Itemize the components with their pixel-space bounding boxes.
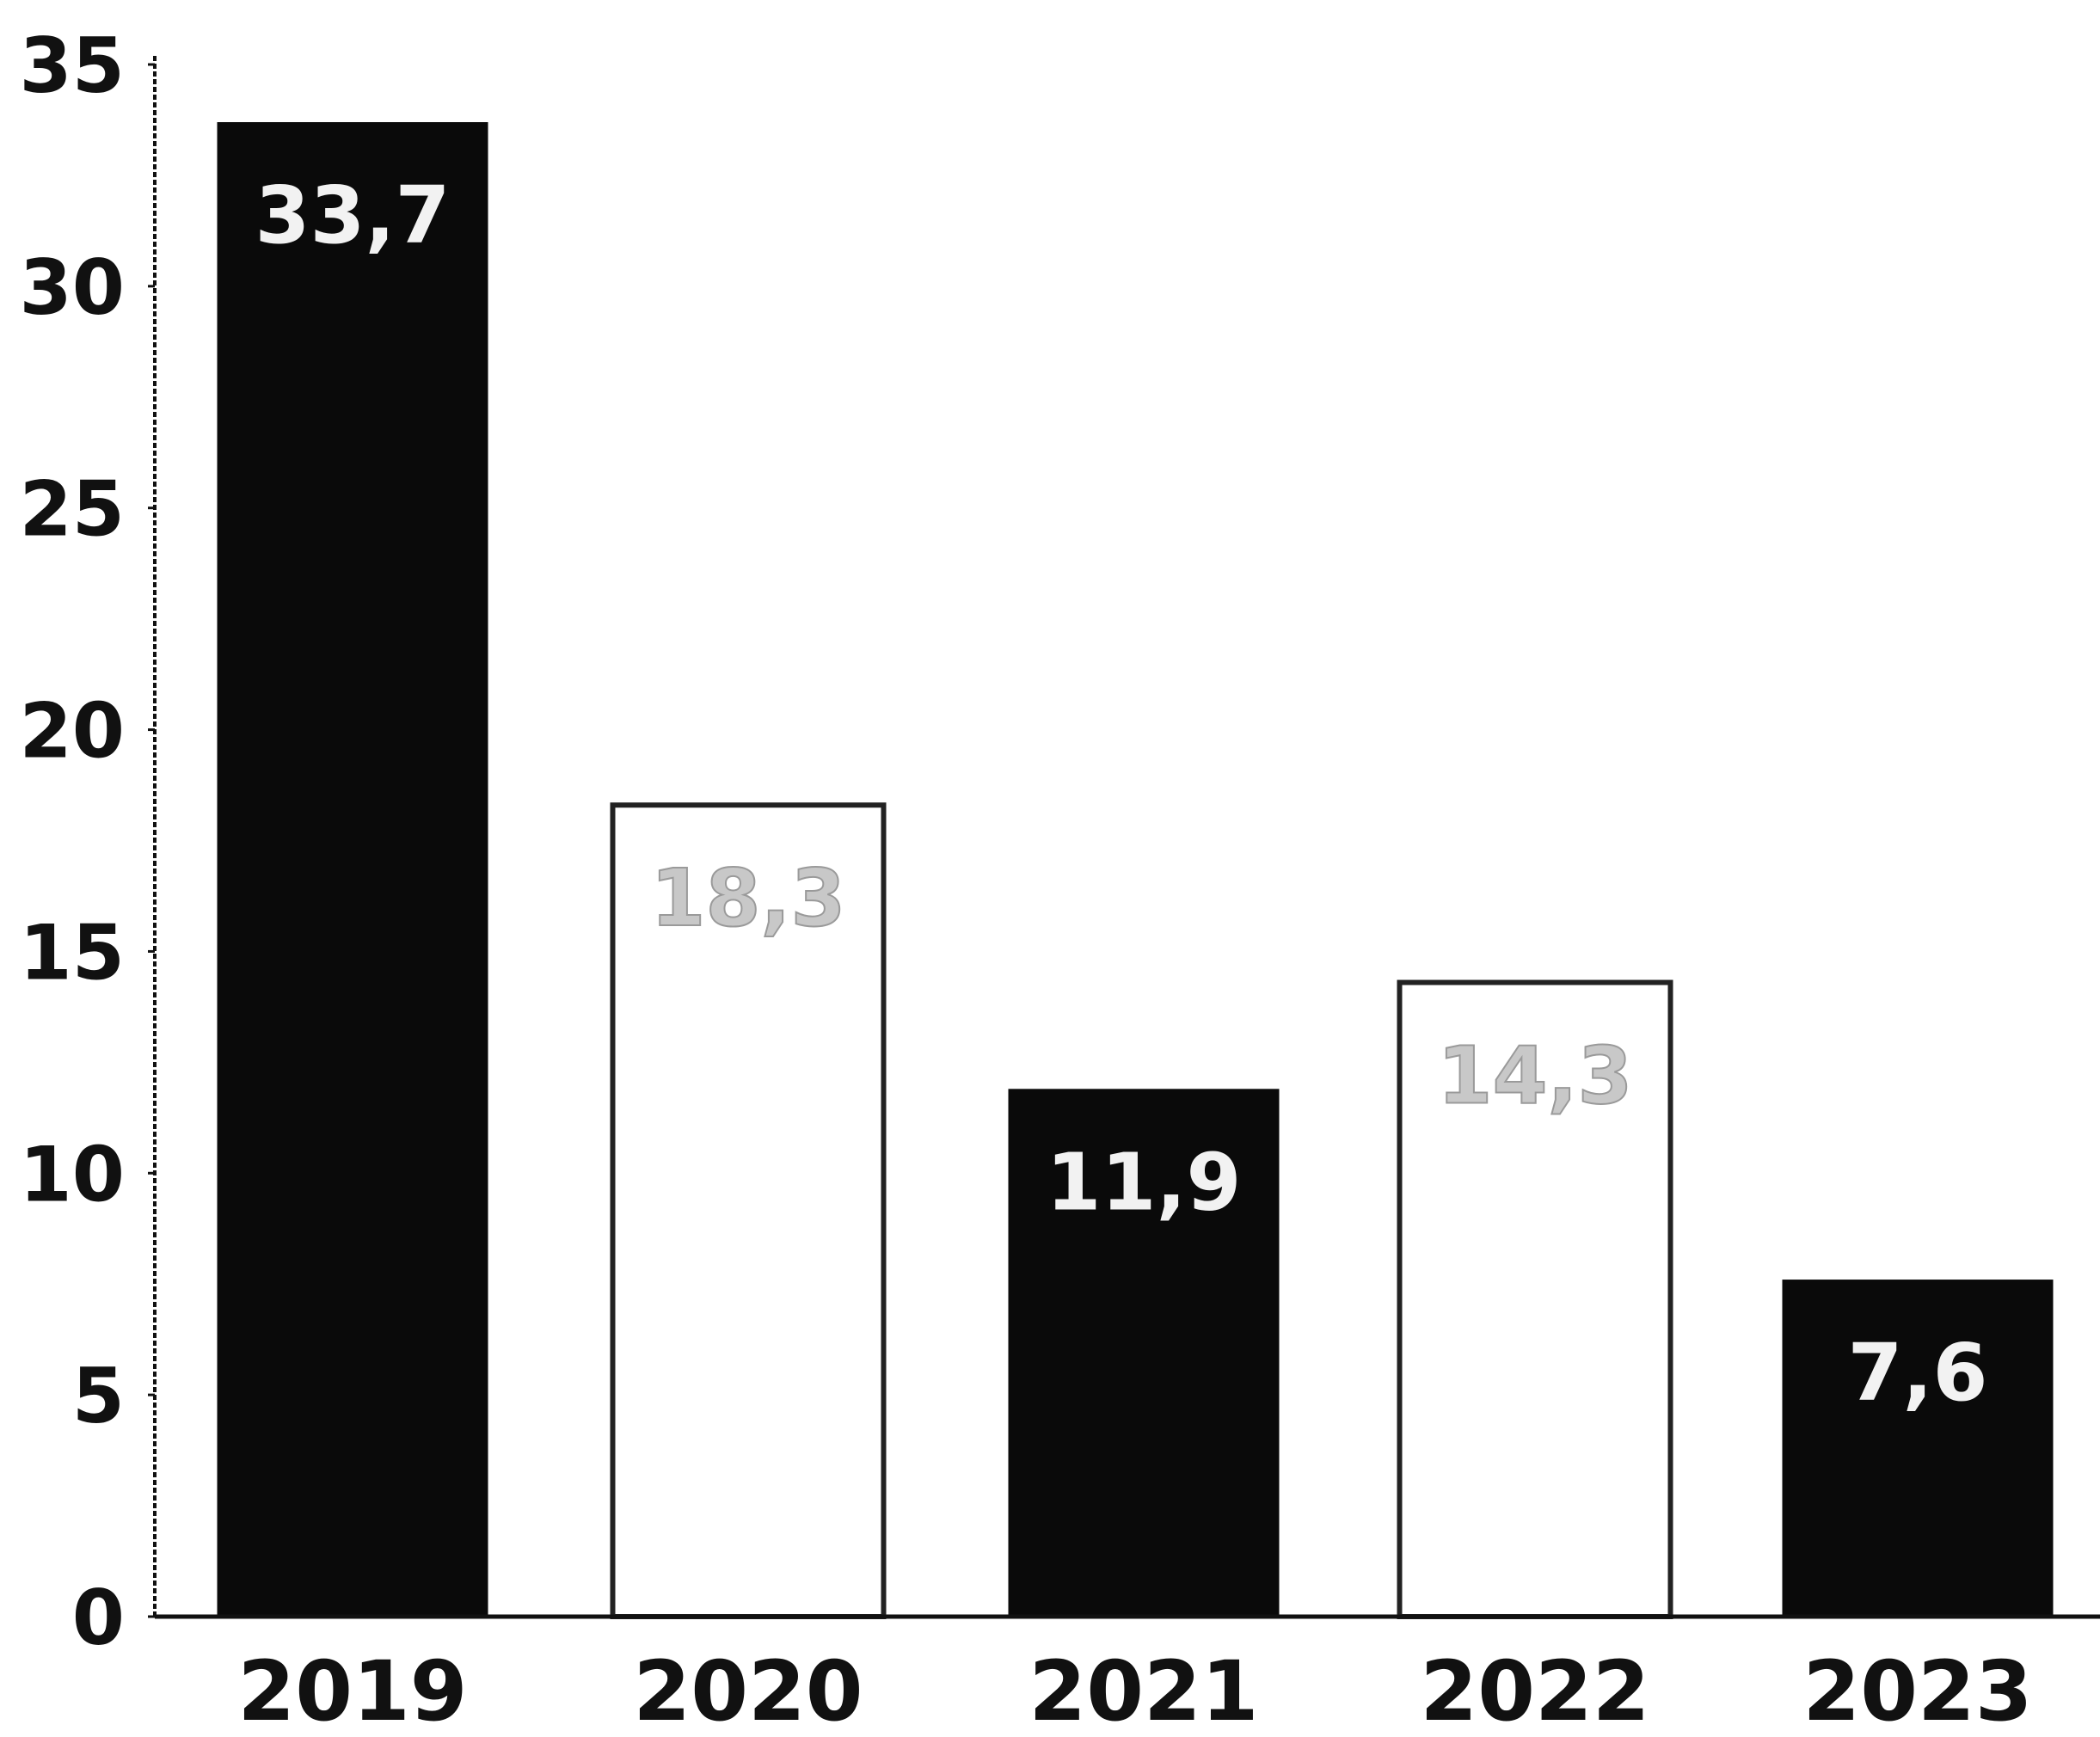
y-tick-label-25: 25 bbox=[20, 465, 125, 554]
x-tick-label-2022: 2022 bbox=[1420, 1643, 1649, 1737]
x-tick-label-2020: 2020 bbox=[633, 1643, 863, 1737]
y-tick-label-30: 30 bbox=[20, 243, 125, 332]
value-label-2023: 7,6 bbox=[1848, 1327, 1988, 1419]
y-tick-label-0: 0 bbox=[72, 1574, 125, 1662]
value-label-2022: 14,3 bbox=[1438, 1030, 1633, 1122]
bar-2019 bbox=[217, 122, 488, 1617]
x-axis-labels: 2019 2020 2021 2022 2023 bbox=[237, 1643, 2032, 1737]
value-label-2020: 18,3 bbox=[651, 852, 846, 944]
bar-2023 bbox=[1782, 1280, 2054, 1617]
y-tick-label-20: 20 bbox=[20, 687, 125, 776]
value-label-2019: 33,7 bbox=[255, 169, 451, 261]
bar-2021 bbox=[1008, 1089, 1280, 1617]
x-tick-label-2019: 2019 bbox=[237, 1643, 467, 1737]
y-axis-ticks: 0 5 10 15 20 25 30 35 bbox=[20, 21, 155, 1662]
bars-group bbox=[217, 122, 2054, 1619]
x-tick-label-2023: 2023 bbox=[1802, 1643, 2032, 1737]
bar-2020 bbox=[610, 802, 887, 1619]
bar-2022 bbox=[1397, 979, 1673, 1619]
y-tick-label-10: 10 bbox=[20, 1130, 125, 1218]
value-label-2021: 11,9 bbox=[1047, 1136, 1242, 1228]
y-tick-label-15: 15 bbox=[20, 908, 125, 997]
value-labels-group: 33,7 18,3 11,9 14,3 7,6 bbox=[255, 169, 1988, 1419]
y-tick-label-35: 35 bbox=[20, 21, 125, 110]
x-tick-label-2021: 2021 bbox=[1029, 1643, 1258, 1737]
y-tick-label-5: 5 bbox=[72, 1352, 125, 1440]
